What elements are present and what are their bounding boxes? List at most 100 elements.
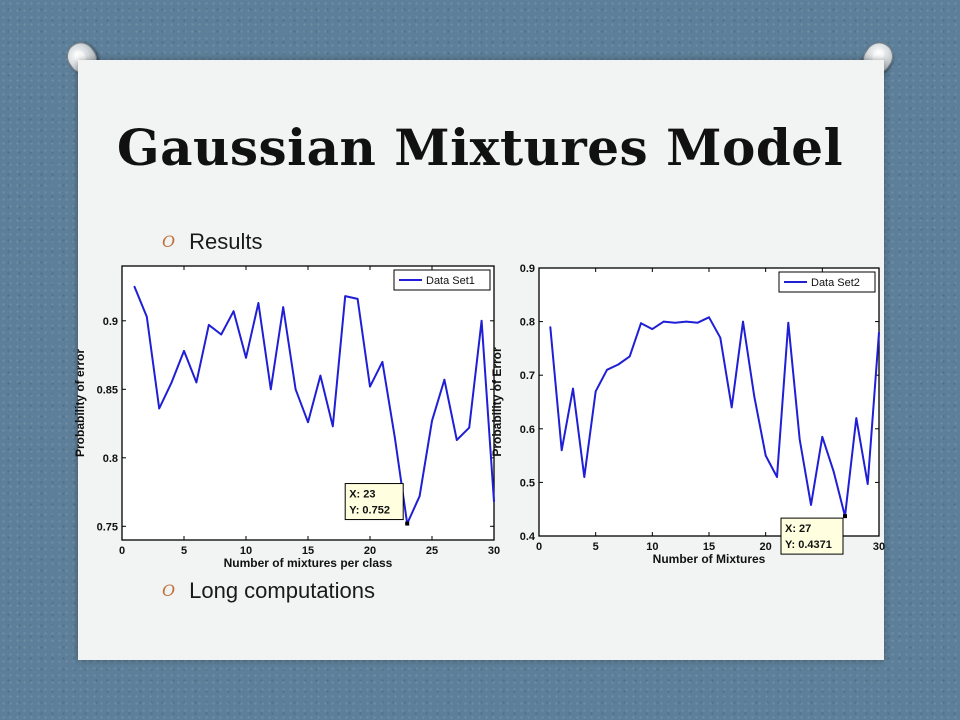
y-tick-label: 0.8 bbox=[520, 317, 535, 329]
x-tick-label: 30 bbox=[488, 545, 500, 557]
data-point bbox=[133, 285, 136, 288]
data-point bbox=[855, 417, 858, 419]
y-tick-label: 0.7 bbox=[520, 370, 535, 382]
bullet-marker-icon: O bbox=[162, 232, 176, 251]
data-point bbox=[158, 407, 160, 410]
data-point bbox=[183, 350, 185, 352]
data-point bbox=[810, 504, 812, 506]
data-point bbox=[418, 495, 421, 497]
data-point bbox=[456, 439, 458, 441]
data-point bbox=[776, 476, 778, 478]
datatip-marker bbox=[405, 521, 410, 526]
datatip-x-label: X: 23 bbox=[349, 489, 375, 501]
y-axis-label: Probability of error bbox=[73, 349, 87, 457]
data-point bbox=[170, 381, 173, 384]
datatip-marker bbox=[843, 514, 847, 519]
data-point bbox=[493, 500, 495, 503]
data-point bbox=[549, 326, 552, 328]
data-point bbox=[307, 421, 309, 423]
data-point bbox=[220, 333, 222, 336]
legend-box bbox=[778, 271, 876, 293]
data-point bbox=[356, 298, 359, 300]
y-tick-label: 0.5 bbox=[520, 477, 535, 489]
x-tick-label: 20 bbox=[760, 541, 772, 553]
data-point bbox=[245, 356, 247, 359]
data-point bbox=[431, 420, 433, 422]
data-point bbox=[319, 374, 322, 377]
x-tick-label: 15 bbox=[302, 545, 314, 557]
y-tick-label: 0.9 bbox=[520, 263, 535, 275]
y-tick-label: 0.9 bbox=[103, 316, 118, 328]
data-point bbox=[583, 476, 586, 478]
x-tick-label: 5 bbox=[181, 545, 187, 557]
data-point bbox=[294, 388, 297, 391]
x-axis-label: Number of mixtures per class bbox=[224, 556, 393, 570]
data-point bbox=[708, 316, 710, 319]
data-point bbox=[696, 321, 699, 324]
data-point bbox=[560, 449, 563, 452]
y-tick-label: 0.8 bbox=[103, 453, 118, 465]
x-tick-label: 25 bbox=[426, 545, 438, 557]
legend-box bbox=[393, 269, 491, 291]
x-tick-label: 0 bbox=[536, 541, 542, 553]
data-point bbox=[257, 302, 260, 304]
y-tick-label: 0.4 bbox=[520, 531, 536, 543]
legend-label: Data Set1 bbox=[426, 275, 475, 287]
data-point bbox=[195, 381, 198, 384]
bullet-results: O Results bbox=[162, 229, 262, 255]
bullet-long-computations: O Long computations bbox=[162, 578, 375, 604]
data-point bbox=[878, 331, 880, 334]
data-point bbox=[719, 336, 722, 339]
plot-area bbox=[538, 267, 880, 537]
y-tick-label: 0.75 bbox=[97, 521, 118, 533]
data-point bbox=[344, 295, 347, 297]
x-tick-label: 30 bbox=[873, 541, 885, 553]
data-point bbox=[282, 306, 284, 308]
x-axis-label: Number of Mixtures bbox=[653, 552, 766, 566]
data-point bbox=[674, 321, 676, 324]
data-point bbox=[685, 320, 688, 323]
data-point bbox=[628, 355, 631, 358]
x-tick-label: 10 bbox=[240, 545, 252, 557]
x-tick-label: 10 bbox=[646, 541, 658, 553]
data-point bbox=[798, 438, 801, 441]
data-point bbox=[381, 361, 384, 363]
plot-area bbox=[121, 265, 495, 541]
data-point bbox=[764, 454, 767, 457]
series-line-1 bbox=[549, 316, 880, 518]
y-tick-label: 0.85 bbox=[97, 384, 118, 396]
data-point bbox=[572, 387, 574, 390]
data-point bbox=[480, 320, 483, 322]
x-tick-label: 20 bbox=[364, 545, 376, 557]
x-tick-label: 5 bbox=[593, 541, 599, 553]
data-point bbox=[742, 320, 744, 323]
data-point bbox=[753, 395, 756, 398]
data-point bbox=[369, 385, 371, 388]
data-point bbox=[832, 470, 835, 473]
y-axis-label: Probability of Error bbox=[490, 347, 504, 457]
datatip-y-label: Y: 0.752 bbox=[349, 505, 390, 517]
data-point bbox=[594, 390, 597, 393]
datatip-x-label: X: 27 bbox=[785, 523, 811, 535]
data-point bbox=[821, 436, 824, 438]
data-point bbox=[443, 378, 446, 381]
data-point bbox=[606, 369, 608, 371]
bullet-results-text: Results bbox=[189, 229, 263, 254]
data-point bbox=[394, 436, 396, 439]
data-point bbox=[866, 483, 869, 485]
legend-label: Data Set2 bbox=[811, 277, 860, 289]
data-point bbox=[208, 324, 210, 326]
datatip-box bbox=[344, 483, 404, 521]
data-point bbox=[270, 388, 272, 391]
data-point bbox=[651, 328, 654, 330]
data-point bbox=[146, 315, 148, 318]
chart-data-set1: 0 5 10 15 20 25 30 0.75 0.8 0.85 0.9 Number of mixt… bbox=[73, 265, 500, 570]
data-point bbox=[640, 322, 642, 325]
series-line-1 bbox=[133, 286, 495, 525]
data-point bbox=[787, 321, 790, 324]
bullet-marker-icon: O bbox=[162, 581, 176, 600]
x-tick-label: 15 bbox=[703, 541, 715, 553]
data-point bbox=[232, 310, 235, 313]
data-point bbox=[617, 363, 620, 366]
